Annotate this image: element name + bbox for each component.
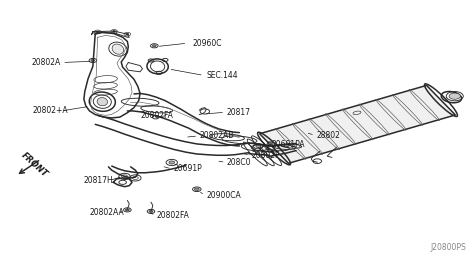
Circle shape xyxy=(153,45,156,47)
Text: 20960C: 20960C xyxy=(192,39,222,48)
Text: 208C0: 208C0 xyxy=(227,158,251,167)
Text: 20691PA: 20691PA xyxy=(271,140,304,149)
Circle shape xyxy=(269,143,272,144)
Text: 20802FA: 20802FA xyxy=(156,211,190,220)
Text: 28802: 28802 xyxy=(317,131,340,140)
Text: 20817: 20817 xyxy=(227,108,251,117)
Circle shape xyxy=(96,31,99,33)
Text: SEC.144: SEC.144 xyxy=(206,71,238,80)
Text: 20802AB: 20802AB xyxy=(199,131,234,140)
Polygon shape xyxy=(260,85,456,163)
Circle shape xyxy=(126,209,129,211)
Circle shape xyxy=(194,188,199,191)
Text: 20802FA: 20802FA xyxy=(140,111,173,120)
Circle shape xyxy=(91,59,95,61)
Ellipse shape xyxy=(97,98,108,106)
Text: FRONT: FRONT xyxy=(20,151,50,179)
Circle shape xyxy=(126,33,129,35)
Circle shape xyxy=(113,31,116,32)
Text: 20802+A: 20802+A xyxy=(33,106,68,116)
Ellipse shape xyxy=(112,44,124,54)
Text: J20800PS: J20800PS xyxy=(430,243,466,252)
Circle shape xyxy=(169,161,174,164)
Text: 20900CA: 20900CA xyxy=(206,191,241,200)
Circle shape xyxy=(149,210,153,212)
Text: 20802A: 20802A xyxy=(31,58,61,67)
Text: 20817H: 20817H xyxy=(83,176,113,185)
Circle shape xyxy=(269,150,272,152)
Text: 20802AA: 20802AA xyxy=(90,208,124,218)
Circle shape xyxy=(256,145,261,148)
Circle shape xyxy=(449,93,460,99)
Text: 20691P: 20691P xyxy=(173,164,202,174)
Text: 20802F: 20802F xyxy=(251,151,280,160)
